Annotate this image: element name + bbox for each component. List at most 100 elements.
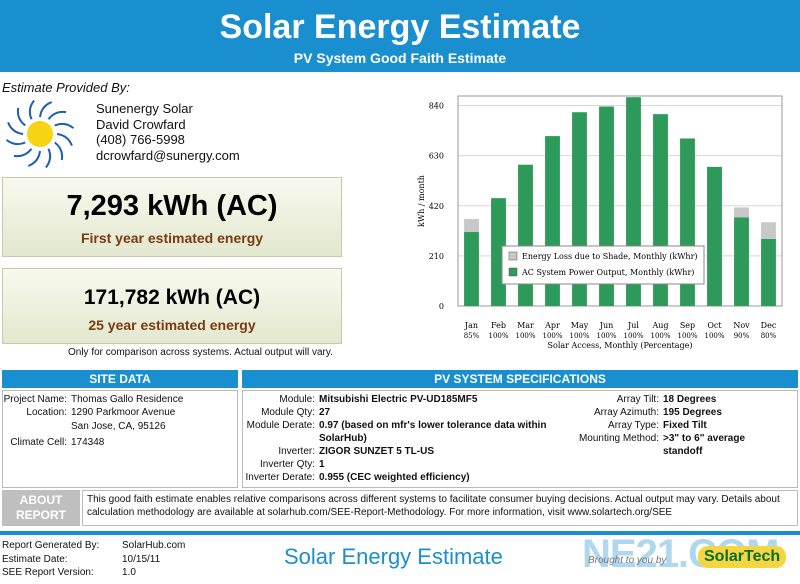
inverter-qty-label: Inverter Qty: [259,459,315,470]
mounting-method-value: >3" to 6" average standoff [663,433,746,457]
footer-title: Solar Energy Estimate [284,544,503,569]
bar-shade-loss [464,218,479,233]
x-tick-label: Aug [651,321,668,330]
sun-icon [5,99,75,169]
x-tick-label: Mar [517,321,534,330]
provided-by-heading: Estimate Provided By: [2,80,130,95]
x-tick-label: May [571,321,589,330]
x-tick-label: Dec [761,321,777,330]
estimate-date-label: Estimate Date: [2,553,68,565]
y-tick-label: 0 [439,302,444,311]
report-header: Solar Energy Estimate PV System Good Fai… [0,0,800,72]
provider-email[interactable]: dcrowfard@sunergy.com [96,147,240,163]
report-title: Solar Energy Estimate [219,8,581,46]
about-report-label: ABOUT REPORT [2,490,80,526]
report-version-value: 1.0 [122,567,136,578]
first-year-energy-label: First year estimated energy [80,230,264,246]
footer-divider [0,531,800,535]
solar-access-label: 100% [542,332,562,340]
legend-label-shade: Energy Loss due to Shade, Monthly (kWhr) [522,252,698,261]
solar-access-label: 100% [704,332,724,340]
module-derate-label: Module Derate: [246,420,315,431]
generated-by-label: Report Generated By: [2,540,100,551]
array-type-label: Array Type: [608,420,659,431]
report-subtitle: PV System Good Faith Estimate [293,50,507,66]
first-year-energy-value: 7,293 kWh (AC) [66,190,278,222]
legend-label-output: AC System Power Output, Monthly (kWhr) [521,268,694,277]
y-tick-label: 840 [429,102,444,111]
x-axis-label: Solar Access, Monthly (Percentage) [548,341,693,350]
x-tick-label: Oct [707,321,722,330]
module-value: Mitsubishi Electric PV-UD185MF5 [319,394,478,405]
solar-access-label: 85% [464,332,480,340]
module-qty-value: 27 [319,407,331,418]
solar-access-label: 100% [515,332,535,340]
bar-ac-output [464,232,479,306]
module-label: Module: [279,394,315,405]
inverter-derate-label: Inverter Derate: [245,472,315,483]
x-tick-label: Nov [733,321,750,330]
x-tick-label: Jun [599,321,614,330]
array-type-value: Fixed Tilt [663,420,707,431]
location-line1: 1290 Parkmoor Avenue [71,407,176,418]
25-year-energy-box: 171,782 kWh (AC) 25 year estimated energ… [2,268,342,344]
x-tick-label: Sep [680,321,695,330]
inverter-derate-value: 0.955 (CEC weighted efficiency) [319,472,470,483]
solar-access-label: 100% [488,332,508,340]
bar-shade-loss [761,222,776,239]
x-tick-label: Jul [627,321,639,330]
pv-specs-panel: Module: Mitsubishi Electric PV-UD185MF5 … [242,390,798,488]
solar-access-label: 100% [596,332,616,340]
x-tick-label: Jan [464,321,478,330]
plot-frame [457,95,783,307]
bar-shade-loss [734,207,749,218]
x-tick-label: Feb [491,321,506,330]
solar-access-label: 100% [650,332,670,340]
location-line2: San Jose, CA, 95126 [71,421,166,432]
array-azimuth-label: Array Azimuth: [593,407,659,418]
legend-swatch-shade [508,251,518,261]
site-data-heading: SITE DATA [2,370,238,388]
solar-access-label: 100% [623,332,643,340]
bar-ac-output [518,164,533,306]
legend-swatch-output [508,267,518,277]
estimate-date-value: 10/15/11 [122,553,161,565]
site-data-panel: Project Name: Thomas Gallo Residence Loc… [2,390,238,488]
mounting-method-label: Mounting Method: [578,433,659,444]
module-qty-label: Module Qty: [261,407,315,418]
climate-cell-value: 174348 [71,437,105,448]
solar-access-label: 100% [569,332,589,340]
comparison-note: Only for comparison across systems. Actu… [68,347,333,358]
bar-ac-output [761,238,776,306]
solartech-logo: SolarTech [698,546,787,568]
provider-phone: (408) 766-5998 [96,132,185,147]
footer-report-info: Report Generated By: SolarHub.com Estimat… [2,539,185,580]
module-derate-value: 0.97 (based on mfr's lower tolerance dat… [319,420,547,444]
inverter-value: ZIGOR SUNZET 5 TL-US [319,446,434,457]
legend-box [501,245,705,285]
location-label: Location: [26,407,67,418]
provider-company: Sunenergy Solar [96,101,193,116]
array-tilt-value: 18 Degrees [663,394,717,405]
solar-access-label: 100% [677,332,697,340]
project-name-value: Thomas Gallo Residence [71,394,184,405]
solar-access-label: 90% [734,332,750,340]
climate-cell-label: Climate Cell: [10,437,67,448]
bar-ac-output [734,217,749,306]
provider-name: David Crowfard [96,116,186,132]
array-azimuth-value: 195 Degrees [663,407,722,418]
first-year-energy-box: 7,293 kWh (AC) First year estimated ener… [2,177,342,257]
solar-access-label: 80% [761,332,777,340]
report-version-label: SEE Report Version: [2,567,94,578]
y-axis-label: kWh / month [417,175,426,227]
25-year-energy-value: 171,782 kWh (AC) [83,286,261,309]
generated-by-value: SolarHub.com [122,540,186,551]
25-year-energy-label: 25 year estimated energy [88,317,256,333]
array-tilt-label: Array Tilt: [616,394,659,405]
inverter-label: Inverter: [278,446,315,457]
y-tick-label: 210 [429,252,444,261]
x-tick-label: Apr [544,321,560,330]
inverter-qty-value: 1 [319,459,325,470]
pv-specs-heading: PV SYSTEM SPECIFICATIONS [242,370,798,388]
y-tick-label: 420 [429,202,444,211]
